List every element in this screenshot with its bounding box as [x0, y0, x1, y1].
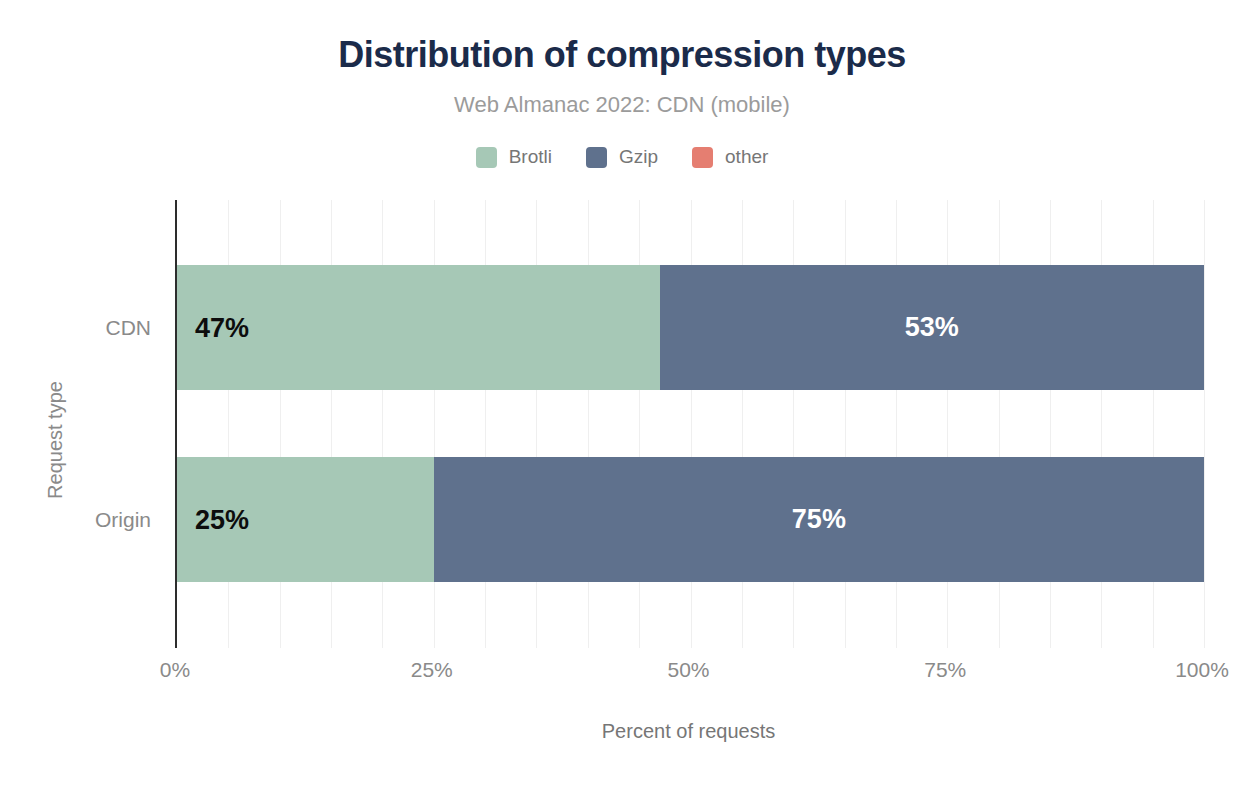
x-tick-label-100-: 100% [1175, 658, 1229, 682]
bar-segment-gzip-cdn[interactable]: 53% [660, 265, 1204, 390]
x-axis-ticks: 0%25%50%75%100% [175, 658, 1202, 684]
legend-label: Brotli [509, 146, 552, 168]
x-tick-label-0-: 0% [160, 658, 190, 682]
y-category-labels: CDN Origin [0, 200, 163, 648]
bar-value-label-brotli-cdn: 47% [195, 312, 249, 343]
bars-layer: 47% 53% 25% 75% [177, 200, 1204, 648]
bar-segment-brotli-origin[interactable]: 25% [177, 457, 434, 582]
x-tick-label-50-: 50% [667, 658, 709, 682]
x-tick-label-75-: 75% [924, 658, 966, 682]
chart-title: Distribution of compression types [0, 34, 1244, 76]
chart-figure: Distribution of compression types Web Al… [0, 0, 1244, 786]
bar-value-label-gzip-origin: 75% [792, 504, 846, 535]
bar-segment-gzip-origin[interactable]: 75% [434, 457, 1204, 582]
legend-label: Gzip [619, 146, 658, 168]
gridline [1204, 200, 1205, 648]
bar-segment-brotli-cdn[interactable]: 47% [177, 265, 660, 390]
legend-swatch-other [692, 147, 713, 168]
legend-item-gzip[interactable]: Gzip [586, 146, 658, 168]
legend-item-brotli[interactable]: Brotli [476, 146, 552, 168]
legend-swatch-brotli [476, 147, 497, 168]
legend-swatch-gzip [586, 147, 607, 168]
x-tick-label-25-: 25% [411, 658, 453, 682]
category-label-cdn: CDN [0, 265, 163, 390]
category-label-origin: Origin [0, 457, 163, 582]
bar-value-label-gzip-cdn: 53% [905, 312, 959, 343]
bar-row-cdn: 47% 53% [177, 265, 1204, 390]
plot-area: 47% 53% 25% 75% [175, 200, 1204, 648]
chart-subtitle: Web Almanac 2022: CDN (mobile) [0, 92, 1244, 118]
x-axis-title: Percent of requests [175, 720, 1202, 743]
legend-item-other[interactable]: other [692, 146, 768, 168]
bar-row-origin: 25% 75% [177, 457, 1204, 582]
legend-label: other [725, 146, 768, 168]
legend: Brotli Gzip other [0, 146, 1244, 168]
bar-value-label-brotli-origin: 25% [195, 504, 249, 535]
